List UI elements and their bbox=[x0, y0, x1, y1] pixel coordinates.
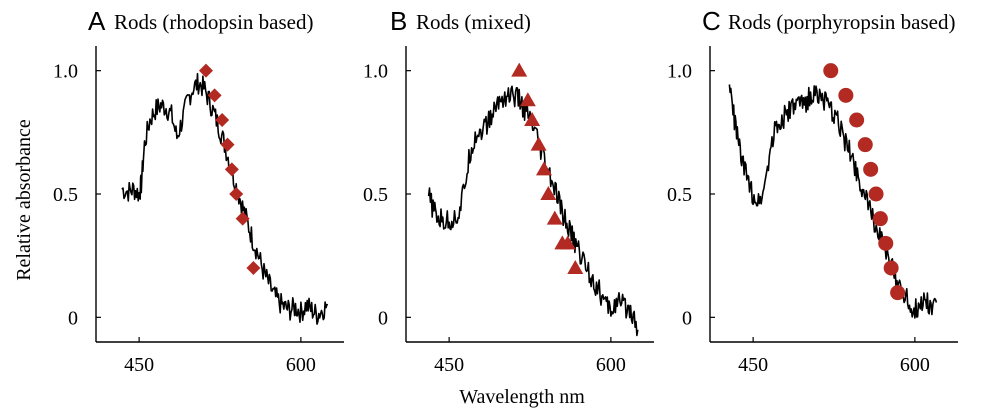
y-axis-label: Relative absorbance bbox=[13, 119, 35, 281]
data-point-triangle bbox=[519, 92, 536, 107]
data-point-diamond bbox=[198, 63, 213, 78]
data-point-circle bbox=[883, 260, 899, 276]
y-tick-label: 1.0 bbox=[363, 61, 388, 83]
y-tick-label: 0.5 bbox=[667, 184, 692, 206]
x-tick-label: 450 bbox=[124, 354, 154, 376]
panel-b: B Rods (mixed) 0 0.5 1.0 450 600 bbox=[363, 6, 654, 376]
panel-a-plot-area: 0 0.5 1.0 450 600 bbox=[53, 61, 329, 376]
data-point-triangle bbox=[511, 62, 528, 77]
data-point-circle bbox=[878, 235, 894, 251]
panel-b-letter: B bbox=[390, 6, 407, 36]
data-point-diamond bbox=[235, 211, 250, 226]
y-tick-label: 0.5 bbox=[53, 184, 78, 206]
panel-c-letter: C bbox=[702, 6, 721, 36]
data-point-triangle bbox=[559, 235, 576, 250]
x-tick-label: 450 bbox=[434, 354, 464, 376]
panel-c: C Rods (porphyropsin based) 0 0.5 1.0 450 60… bbox=[667, 6, 958, 376]
x-tick-label: 450 bbox=[738, 354, 768, 376]
panel-a-title: Rods (rhodopsin based) bbox=[114, 10, 313, 34]
data-point-diamond bbox=[215, 113, 230, 127]
data-point-circle bbox=[863, 161, 879, 177]
data-point-circle bbox=[872, 211, 888, 227]
y-tick-label: 1.0 bbox=[667, 61, 692, 83]
panel-c-title: Rods (porphyropsin based) bbox=[728, 10, 955, 34]
y-tick-label: 0 bbox=[68, 307, 78, 329]
data-point-diamond bbox=[246, 261, 261, 275]
x-tick-label: 600 bbox=[596, 354, 626, 376]
data-point-circle bbox=[838, 87, 854, 103]
data-point-circle bbox=[823, 63, 839, 79]
data-point-diamond bbox=[224, 162, 239, 177]
data-point-triangle bbox=[524, 112, 541, 126]
panel-b-title: Rods (mixed) bbox=[416, 10, 531, 34]
spectrum-line bbox=[728, 84, 938, 319]
panel-c-plot-area: 0 0.5 1.0 450 600 bbox=[667, 61, 938, 376]
data-point-circle bbox=[890, 285, 906, 301]
data-point-diamond bbox=[220, 137, 235, 152]
data-point-circle bbox=[849, 112, 865, 128]
data-point-triangle bbox=[567, 260, 584, 274]
data-point-diamond bbox=[207, 88, 222, 103]
y-tick-label: 0 bbox=[682, 307, 692, 329]
data-point-circle bbox=[857, 137, 873, 153]
x-tick-label: 600 bbox=[286, 354, 316, 376]
data-point-diamond bbox=[229, 187, 244, 201]
y-tick-label: 0 bbox=[378, 307, 388, 329]
x-tick-label: 600 bbox=[900, 354, 930, 376]
spectrum-line bbox=[427, 85, 639, 337]
panel-a-letter: A bbox=[88, 6, 106, 36]
data-point-triangle bbox=[536, 161, 553, 176]
data-point-triangle bbox=[546, 210, 563, 225]
y-tick-label: 1.0 bbox=[53, 61, 78, 83]
panel-a: A Rods (rhodopsin based) 0 0.5 1.0 450 600 bbox=[53, 6, 344, 376]
panel-b-plot-area: 0 0.5 1.0 450 600 bbox=[363, 61, 639, 376]
data-point-triangle bbox=[530, 136, 547, 151]
x-axis-label: Wavelength nm bbox=[459, 386, 585, 408]
y-tick-label: 0.5 bbox=[363, 184, 388, 206]
spectrum-line bbox=[121, 72, 329, 325]
data-point-circle bbox=[868, 186, 884, 202]
data-point-triangle bbox=[540, 186, 557, 200]
